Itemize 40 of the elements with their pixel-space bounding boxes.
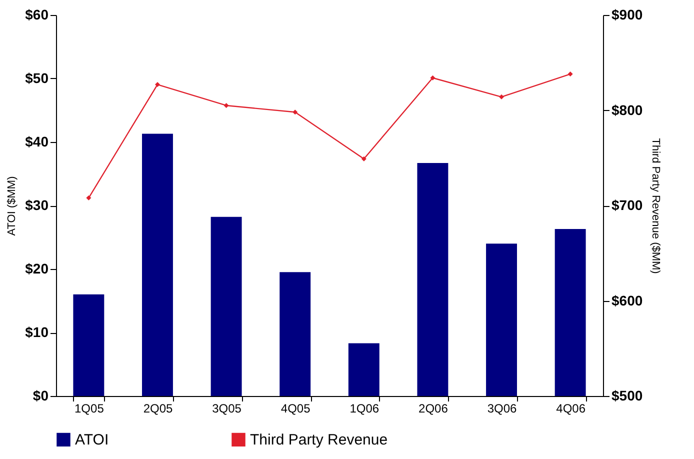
y2-tick-label: $500 (612, 388, 643, 404)
bar (73, 294, 104, 396)
y2-tick-label: $900 (612, 6, 643, 22)
x-tick-label: 4Q05 (280, 402, 311, 416)
bar (348, 343, 380, 396)
y2-tick-label: $700 (612, 197, 643, 213)
x-tick-label: 2Q06 (418, 402, 448, 416)
bar (417, 162, 448, 396)
point (499, 94, 504, 100)
y-tick-label: $30 (25, 197, 49, 213)
x-tick-label: 1Q06 (350, 402, 380, 416)
legend-label: Third Party Revenue (250, 432, 388, 449)
point (154, 82, 160, 88)
point (568, 72, 573, 77)
y-tick-label: $60 (25, 6, 49, 22)
bar (554, 228, 586, 396)
legend-label: ATOI (75, 432, 109, 449)
y2-axis-title: Third Party Revenue ($MM) (650, 138, 662, 274)
y-tick-label: $20 (25, 260, 49, 276)
x-tick-label: 4Q06 (556, 402, 586, 416)
bar (486, 244, 517, 396)
y2-tick-label: $800 (612, 102, 643, 118)
bar (142, 134, 173, 396)
x-tick-label: 3Q06 (487, 402, 518, 416)
y2-tick-label: $600 (612, 292, 643, 308)
y-axis-title: ATOI ($MM) (6, 176, 18, 236)
point (292, 110, 298, 115)
bar (210, 216, 242, 396)
y-tick-label: $50 (25, 70, 49, 86)
bar (280, 272, 311, 396)
y-tick-label: $40 (25, 134, 49, 150)
x-tick-label: 3Q05 (212, 402, 242, 416)
point (86, 195, 92, 200)
y-tick-label: $10 (25, 324, 49, 340)
point (224, 102, 229, 108)
x-tick-label: 2Q05 (143, 402, 173, 416)
x-tick-label: 1Q05 (74, 402, 104, 416)
point (361, 156, 366, 162)
y-tick-label: $0 (32, 388, 49, 404)
point (430, 75, 436, 80)
